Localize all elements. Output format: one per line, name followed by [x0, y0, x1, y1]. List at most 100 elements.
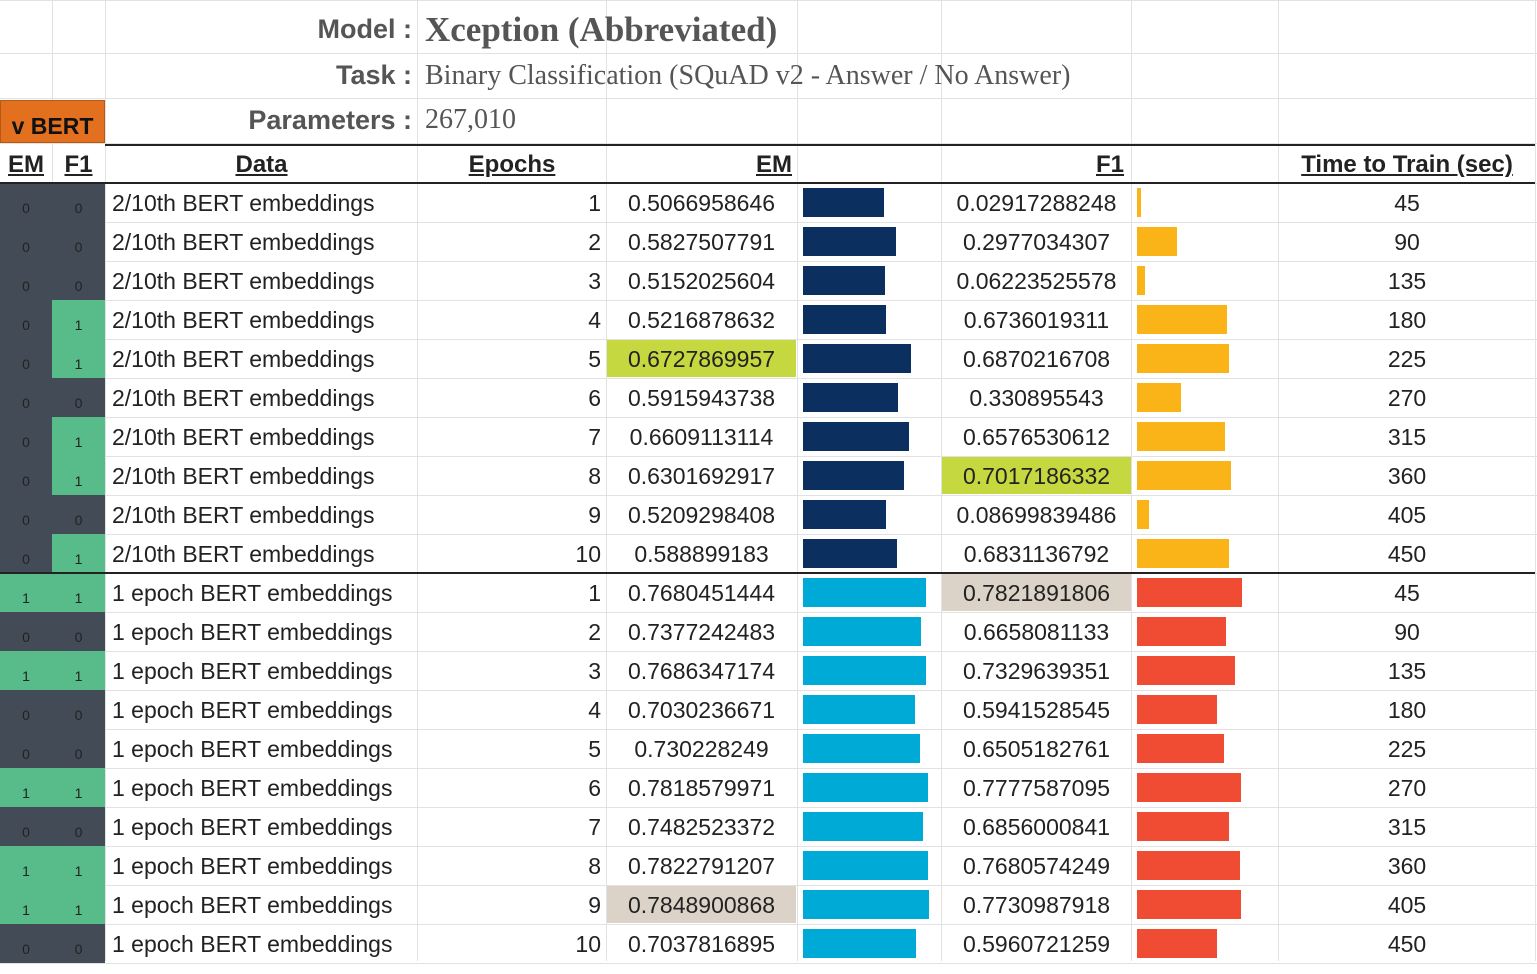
em-value-cell[interactable]: 0.7848900868	[607, 886, 796, 923]
epochs-cell[interactable]: 8	[588, 463, 601, 489]
epochs-cell[interactable]: 3	[588, 268, 601, 294]
f1-value-cell[interactable]: 0.7329639351	[962, 658, 1111, 684]
f1-value-cell[interactable]: 0.7017186332	[942, 457, 1131, 494]
em-flag-cell[interactable]: 1	[0, 573, 52, 612]
epochs-cell[interactable]: 9	[588, 892, 601, 918]
f1-value-cell[interactable]: 0.7777587095	[962, 775, 1111, 801]
em-value-cell[interactable]: 0.6727869957	[607, 340, 796, 377]
data-cell[interactable]: 1 epoch BERT embeddings	[112, 775, 393, 801]
header-data[interactable]: Data	[235, 151, 288, 178]
f1-flag-cell[interactable]: 1	[52, 339, 105, 378]
em-value-cell[interactable]: 0.6301692917	[627, 463, 776, 489]
f1-value-cell[interactable]: 0.2977034307	[962, 229, 1111, 255]
data-cell[interactable]: 2/10th BERT embeddings	[112, 541, 375, 567]
f1-value-cell[interactable]: 0.330895543	[969, 385, 1104, 411]
f1-flag-cell[interactable]: 0	[52, 261, 105, 300]
em-flag-cell[interactable]: 0	[0, 495, 52, 534]
data-cell[interactable]: 1 epoch BERT embeddings	[112, 580, 393, 606]
em-flag-cell[interactable]: 0	[0, 456, 52, 495]
f1-value-cell[interactable]: 0.6870216708	[962, 346, 1111, 372]
f1-flag-cell[interactable]: 0	[52, 924, 105, 963]
header-f1[interactable]: F1	[1095, 151, 1124, 178]
f1-value-cell[interactable]: 0.7730987918	[962, 892, 1111, 918]
em-flag-cell[interactable]: 1	[0, 846, 52, 885]
header-em[interactable]: EM	[756, 151, 792, 178]
data-cell[interactable]: 2/10th BERT embeddings	[112, 190, 375, 216]
em-flag-cell[interactable]: 0	[0, 534, 52, 573]
header-f1-flag[interactable]: F1	[64, 151, 93, 178]
em-flag-cell[interactable]: 0	[0, 612, 52, 651]
em-flag-cell[interactable]: 0	[0, 690, 52, 729]
data-cell[interactable]: 2/10th BERT embeddings	[112, 268, 375, 294]
epochs-cell[interactable]: 4	[588, 697, 601, 723]
epochs-cell[interactable]: 7	[588, 424, 601, 450]
epochs-cell[interactable]: 1	[588, 190, 601, 216]
f1-value-cell[interactable]: 0.6505182761	[962, 736, 1111, 762]
data-cell[interactable]: 2/10th BERT embeddings	[112, 424, 375, 450]
header-epochs[interactable]: Epochs	[468, 151, 556, 178]
task-value[interactable]: Binary Classification (SQuAD v2 - Answer…	[425, 60, 1071, 91]
em-value-cell[interactable]: 0.5209298408	[627, 502, 776, 528]
f1-flag-cell[interactable]: 1	[52, 846, 105, 885]
data-cell[interactable]: 2/10th BERT embeddings	[112, 346, 375, 372]
em-flag-cell[interactable]: 1	[0, 651, 52, 690]
data-cell[interactable]: 2/10th BERT embeddings	[112, 502, 375, 528]
em-flag-cell[interactable]: 0	[0, 924, 52, 963]
em-value-cell[interactable]: 0.730228249	[634, 736, 769, 762]
em-flag-cell[interactable]: 0	[0, 222, 52, 261]
data-cell[interactable]: 2/10th BERT embeddings	[112, 307, 375, 333]
f1-value-cell[interactable]: 0.6856000841	[962, 814, 1111, 840]
header-em-flag[interactable]: EM	[8, 151, 44, 178]
f1-flag-cell[interactable]: 0	[52, 612, 105, 651]
f1-value-cell[interactable]: 0.06223525578	[956, 268, 1117, 294]
epochs-cell[interactable]: 10	[575, 541, 601, 567]
em-value-cell[interactable]: 0.7377242483	[627, 619, 776, 645]
em-flag-cell[interactable]: 0	[0, 261, 52, 300]
em-flag-cell[interactable]: 0	[0, 378, 52, 417]
f1-flag-cell[interactable]: 1	[52, 417, 105, 456]
epochs-cell[interactable]: 2	[588, 619, 601, 645]
em-flag-cell[interactable]: 0	[0, 417, 52, 456]
time-cell[interactable]: 180	[1387, 697, 1427, 723]
time-cell[interactable]: 270	[1387, 385, 1427, 411]
f1-value-cell[interactable]: 0.7680574249	[962, 853, 1111, 879]
time-cell[interactable]: 315	[1387, 814, 1427, 840]
epochs-cell[interactable]: 1	[588, 580, 601, 606]
f1-flag-cell[interactable]: 0	[52, 183, 105, 222]
em-value-cell[interactable]: 0.5152025604	[627, 268, 776, 294]
f1-flag-cell[interactable]: 0	[52, 729, 105, 768]
f1-value-cell[interactable]: 0.5960721259	[962, 931, 1111, 957]
epochs-cell[interactable]: 9	[588, 502, 601, 528]
f1-value-cell[interactable]: 0.7821891806	[942, 574, 1131, 611]
data-cell[interactable]: 1 epoch BERT embeddings	[112, 814, 393, 840]
f1-flag-cell[interactable]: 0	[52, 807, 105, 846]
time-cell[interactable]: 360	[1387, 853, 1427, 879]
data-cell[interactable]: 2/10th BERT embeddings	[112, 385, 375, 411]
epochs-cell[interactable]: 7	[588, 814, 601, 840]
time-cell[interactable]: 450	[1387, 541, 1427, 567]
time-cell[interactable]: 45	[1394, 580, 1420, 606]
f1-value-cell[interactable]: 0.6736019311	[963, 307, 1110, 333]
epochs-cell[interactable]: 3	[588, 658, 601, 684]
time-cell[interactable]: 225	[1387, 346, 1427, 372]
f1-flag-cell[interactable]: 1	[52, 885, 105, 924]
em-value-cell[interactable]: 0.5827507791	[627, 229, 776, 255]
em-flag-cell[interactable]: 1	[0, 768, 52, 807]
f1-flag-cell[interactable]: 0	[52, 378, 105, 417]
em-value-cell[interactable]: 0.588899183	[634, 541, 769, 567]
f1-flag-cell[interactable]: 0	[52, 495, 105, 534]
em-value-cell[interactable]: 0.7037816895	[627, 931, 776, 957]
f1-flag-cell[interactable]: 0	[52, 690, 105, 729]
epochs-cell[interactable]: 6	[588, 385, 601, 411]
f1-value-cell[interactable]: 0.6576530612	[962, 424, 1111, 450]
epochs-cell[interactable]: 10	[575, 931, 601, 957]
epochs-cell[interactable]: 4	[588, 307, 601, 333]
f1-flag-cell[interactable]: 1	[52, 534, 105, 573]
data-cell[interactable]: 1 epoch BERT embeddings	[112, 736, 393, 762]
em-flag-cell[interactable]: 0	[0, 807, 52, 846]
time-cell[interactable]: 90	[1394, 229, 1420, 255]
em-value-cell[interactable]: 0.7818579971	[627, 775, 776, 801]
parameters-value[interactable]: 267,010	[425, 104, 516, 135]
f1-flag-cell[interactable]: 1	[52, 573, 105, 612]
em-value-cell[interactable]: 0.6609113114	[629, 424, 774, 450]
